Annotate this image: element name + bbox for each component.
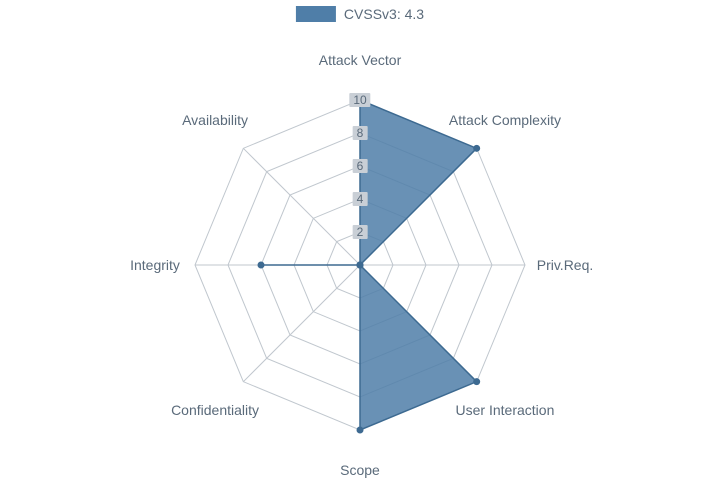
tick-label: 2 <box>353 225 368 239</box>
axis-label: Scope <box>340 462 380 478</box>
legend-swatch <box>296 6 336 22</box>
axis-label: User Interaction <box>456 402 555 418</box>
axis-label: Integrity <box>130 257 180 273</box>
radar-svg <box>0 0 720 504</box>
tick-label: 8 <box>353 126 368 140</box>
radar-chart: { "chart": { "type": "radar", "legend": … <box>0 0 720 504</box>
axis-label: Confidentiality <box>171 402 259 418</box>
tick-label: 4 <box>353 192 368 206</box>
axis-label: Availability <box>182 112 248 128</box>
tick-label: 6 <box>353 159 368 173</box>
axis-label: Priv.Req. <box>537 257 594 273</box>
axis-label: Attack Complexity <box>449 112 561 128</box>
legend-label: CVSSv3: 4.3 <box>344 6 424 22</box>
axis-label: Attack Vector <box>319 52 401 68</box>
tick-label: 10 <box>349 93 370 107</box>
legend: CVSSv3: 4.3 <box>296 6 424 22</box>
